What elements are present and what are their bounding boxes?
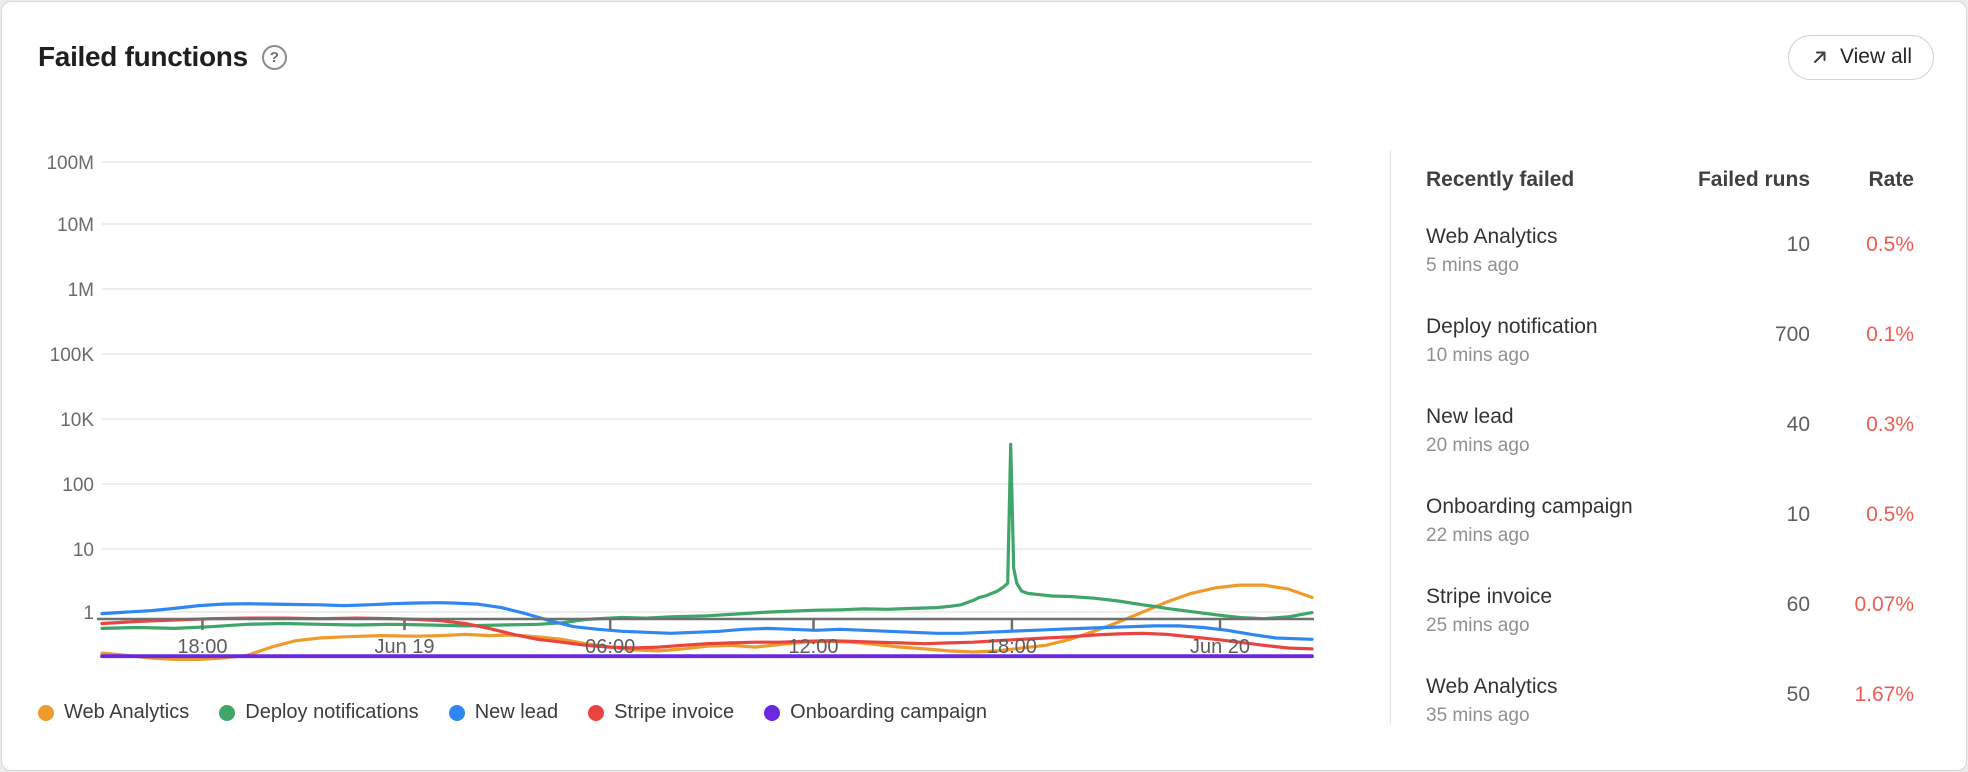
chart-legend: Web Analytics Deploy notifications New lea… bbox=[38, 701, 987, 724]
failed-runs-value: 60 bbox=[1786, 593, 1810, 616]
y-axis-tick-label: 10M bbox=[57, 215, 94, 236]
failure-rate-value: 0.1% bbox=[1866, 323, 1914, 346]
failed-time-ago: 35 mins ago bbox=[1426, 705, 1530, 726]
series-line-new-lead[interactable] bbox=[100, 601, 1314, 641]
view-all-label: View all bbox=[1840, 45, 1912, 68]
failed-runs-value: 10 bbox=[1786, 233, 1810, 256]
x-axis-tick-label: 12:00 bbox=[788, 636, 838, 658]
failed-time-ago: 22 mins ago bbox=[1426, 525, 1530, 546]
function-cell: Deploy notification 10 mins ago bbox=[1426, 304, 1690, 394]
series-line-deploy-notifications[interactable] bbox=[100, 442, 1314, 630]
function-cell: New lead 20 mins ago bbox=[1426, 394, 1690, 484]
failed-functions-chart[interactable]: 100M 10M 1M 100K 10K 100 10 1 18:00 Jun 19 06:00 12… bbox=[2, 107, 1362, 674]
table-row[interactable]: Deploy notification 10 mins ago 700 0.1% bbox=[1426, 304, 1914, 394]
page-title: Failed functions bbox=[38, 41, 248, 72]
failure-rate-value: 0.07% bbox=[1854, 593, 1914, 616]
x-axis-tick-label: 18:00 bbox=[177, 636, 227, 658]
legend-dot bbox=[764, 704, 781, 721]
table-column-header: Recently failed bbox=[1426, 168, 1575, 191]
x-axis-tick-label: 06:00 bbox=[585, 636, 635, 658]
failed-time-ago: 5 mins ago bbox=[1426, 255, 1519, 276]
legend-label: New lead bbox=[474, 701, 559, 723]
function-name: Deploy notification bbox=[1426, 315, 1598, 338]
failure-rate-value: 0.5% bbox=[1866, 503, 1914, 526]
legend-dot bbox=[588, 704, 605, 721]
function-name: New lead bbox=[1426, 405, 1514, 428]
failure-rate-value: 0.3% bbox=[1866, 413, 1914, 436]
legend-label: Deploy notifications bbox=[245, 701, 419, 723]
table-column-header: Failed runs bbox=[1697, 168, 1810, 191]
recently-failed-table: Recently failed Failed runs Rate Web Analyt… bbox=[1426, 167, 1914, 754]
failure-rate-value: 1.67% bbox=[1854, 683, 1914, 706]
table-row[interactable]: Stripe invoice 25 mins ago 60 0.07% bbox=[1426, 574, 1914, 664]
failed-time-ago: 10 mins ago bbox=[1426, 345, 1530, 366]
x-axis-tick-label: Jun 20 bbox=[1190, 636, 1250, 658]
failed-time-ago: 25 mins ago bbox=[1426, 615, 1530, 636]
legend-dot bbox=[38, 704, 54, 721]
x-axis-tick-label: Jun 19 bbox=[374, 636, 434, 658]
failed-runs-value: 50 bbox=[1786, 683, 1810, 706]
legend-dot bbox=[219, 704, 236, 721]
table-header-row: Recently failed Failed runs Rate bbox=[1426, 167, 1914, 193]
table-row[interactable]: Web Analytics 5 mins ago 10 0.5% bbox=[1426, 214, 1914, 304]
legend-item-web-analytics[interactable]: Web Analytics bbox=[38, 701, 189, 724]
table-row[interactable]: Onboarding campaign 22 mins ago 10 0.5% bbox=[1426, 484, 1914, 574]
legend-item-deploy-notifications[interactable]: Deploy notifications bbox=[219, 701, 419, 724]
card-header: Failed functions ? View all bbox=[38, 32, 1934, 82]
function-cell: Onboarding campaign 22 mins ago bbox=[1426, 484, 1690, 574]
legend-label: Web Analytics bbox=[64, 701, 190, 723]
failed-time-ago: 20 mins ago bbox=[1426, 435, 1530, 456]
y-axis-tick-label: 10K bbox=[60, 410, 94, 431]
legend-item-new-lead[interactable]: New lead bbox=[448, 701, 559, 724]
function-name: Web Analytics bbox=[1426, 225, 1558, 248]
function-cell: Web Analytics 5 mins ago bbox=[1426, 214, 1690, 304]
failed-runs-value: 40 bbox=[1786, 413, 1810, 436]
failed-runs-value: 700 bbox=[1774, 323, 1810, 346]
y-axis-tick-label: 100 bbox=[62, 475, 94, 496]
function-cell: Stripe invoice 25 mins ago bbox=[1426, 574, 1690, 664]
table-row[interactable]: New lead 20 mins ago 40 0.3% bbox=[1426, 394, 1914, 484]
legend-label: Onboarding campaign bbox=[790, 701, 987, 723]
y-axis-tick-label: 1M bbox=[68, 280, 94, 301]
legend-item-onboarding-campaign[interactable]: Onboarding campaign bbox=[764, 701, 987, 724]
view-all-button[interactable]: View all bbox=[1788, 34, 1934, 80]
legend-item-stripe-invoice[interactable]: Stripe invoice bbox=[588, 701, 734, 724]
table-column-header: Rate bbox=[1868, 168, 1914, 191]
y-axis-tick-label: 100K bbox=[50, 345, 95, 366]
failed-runs-value: 10 bbox=[1786, 503, 1810, 526]
y-axis-tick-label: 10 bbox=[73, 540, 94, 561]
legend-label: Stripe invoice bbox=[614, 701, 735, 723]
table-row[interactable]: Web Analytics 35 mins ago 50 1.67% bbox=[1426, 664, 1914, 754]
title-group: Failed functions ? bbox=[38, 41, 287, 73]
failure-rate-value: 0.5% bbox=[1866, 233, 1914, 256]
legend-dot bbox=[448, 704, 465, 721]
y-axis-tick-label: 1 bbox=[83, 603, 94, 624]
function-name: Web Analytics bbox=[1426, 675, 1558, 698]
arrow-up-right-icon bbox=[1814, 51, 1826, 63]
function-name: Onboarding campaign bbox=[1426, 495, 1633, 518]
function-cell: Web Analytics 35 mins ago bbox=[1426, 664, 1690, 754]
table-divider bbox=[1390, 150, 1391, 724]
series-line-web-analytics[interactable] bbox=[100, 583, 1314, 661]
y-axis-tick-label: 100M bbox=[46, 153, 94, 174]
x-axis-tick-label: 18:00 bbox=[987, 636, 1037, 658]
help-icon[interactable]: ? bbox=[261, 44, 287, 70]
function-name: Stripe invoice bbox=[1426, 585, 1553, 608]
